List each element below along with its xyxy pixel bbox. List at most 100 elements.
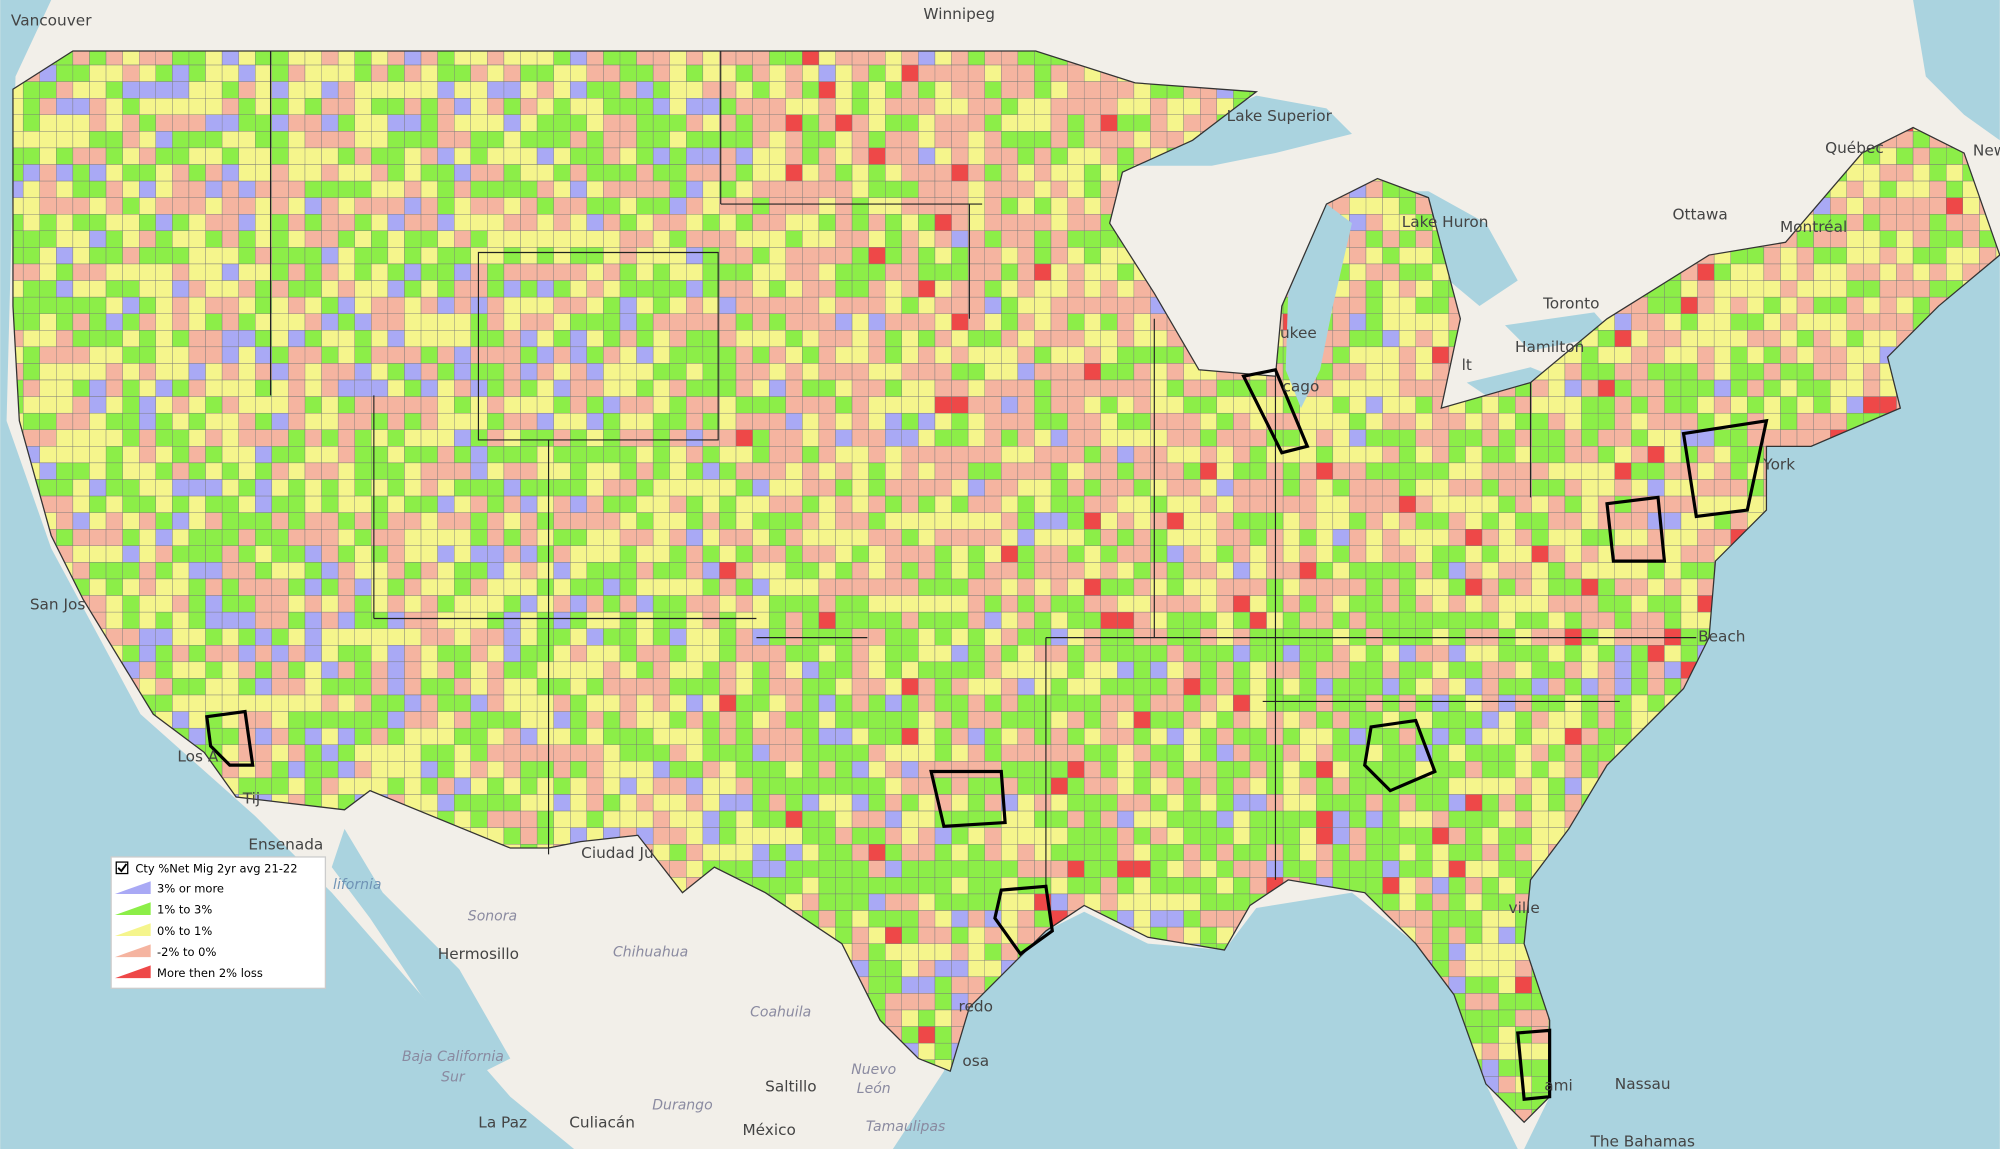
county: [702, 545, 720, 563]
county: [321, 545, 339, 563]
county: [818, 263, 836, 281]
county: [1614, 164, 1632, 182]
county: [1083, 230, 1101, 248]
county: [188, 678, 206, 696]
county: [603, 446, 621, 464]
county: [1233, 462, 1251, 480]
county: [1133, 595, 1151, 613]
county: [967, 81, 985, 99]
county: [1217, 32, 1234, 49]
county: [1117, 51, 1135, 66]
county: [1332, 562, 1350, 580]
county: [1001, 280, 1019, 298]
county: [1929, 230, 1947, 248]
county: [1266, 164, 1284, 182]
county: [1680, 363, 1698, 381]
county: [802, 131, 820, 149]
county: [752, 479, 770, 497]
county: [1250, 32, 1267, 49]
county: [1846, 114, 1864, 132]
county: [652, 661, 670, 679]
county: [1498, 164, 1516, 182]
county: [1050, 446, 1068, 464]
county: [1597, 694, 1615, 712]
county: [1216, 396, 1234, 414]
county: [188, 396, 206, 414]
county: [536, 512, 554, 530]
county: [536, 114, 554, 132]
county: [1962, 230, 1980, 248]
county: [553, 214, 571, 232]
county: [1349, 462, 1367, 480]
county: [454, 479, 471, 497]
county: [802, 147, 820, 165]
county: [785, 562, 803, 580]
county: [619, 346, 637, 364]
county: [1713, 396, 1731, 414]
county: [586, 661, 604, 679]
county: [934, 379, 952, 397]
county: [1631, 32, 1648, 49]
county: [1846, 180, 1864, 198]
county: [719, 296, 737, 314]
county: [1481, 628, 1499, 646]
county: [1416, 32, 1433, 49]
county: [719, 495, 737, 513]
county: [371, 180, 389, 198]
county: [967, 64, 985, 82]
county: [371, 313, 389, 331]
county: [122, 263, 140, 281]
county: [1183, 230, 1217, 248]
county: [1763, 64, 1781, 82]
county: [1448, 446, 1466, 464]
county: [1631, 562, 1649, 580]
county: [288, 280, 306, 298]
county: [802, 446, 820, 464]
county: [1398, 197, 1416, 215]
county: [255, 330, 273, 348]
county: [387, 628, 405, 646]
county: [1813, 51, 1831, 66]
county: [1150, 446, 1168, 464]
county: [1117, 263, 1135, 281]
county: [1498, 578, 1516, 596]
county: [72, 247, 90, 265]
county: [1647, 214, 1665, 232]
county: [122, 98, 140, 115]
county: [586, 98, 604, 115]
county: [769, 32, 786, 49]
county: [437, 180, 455, 198]
county: [1680, 562, 1698, 580]
county: [619, 164, 637, 182]
county: [1299, 595, 1317, 613]
county: [1133, 363, 1151, 381]
county: [1498, 51, 1516, 66]
county: [1349, 562, 1367, 580]
county: [1581, 180, 1599, 198]
county: [1465, 197, 1499, 215]
county: [1001, 628, 1019, 646]
county: [1299, 51, 1317, 66]
county: [1100, 64, 1118, 82]
county: [1150, 661, 1168, 679]
county: [487, 446, 505, 464]
county: [72, 495, 90, 513]
county: [554, 32, 571, 49]
county: [752, 330, 770, 348]
county: [271, 330, 289, 348]
county: [1365, 412, 1383, 430]
county: [172, 396, 190, 414]
county: [1498, 628, 1516, 646]
county: [354, 330, 372, 348]
county: [553, 678, 571, 696]
county: [404, 280, 422, 298]
county: [835, 131, 853, 149]
county: [934, 545, 952, 563]
county: [1017, 98, 1035, 115]
county: [354, 628, 372, 646]
county: [934, 529, 952, 546]
county: [1481, 661, 1499, 679]
county: [1034, 230, 1052, 248]
county: [636, 412, 654, 430]
county: [1117, 363, 1135, 381]
